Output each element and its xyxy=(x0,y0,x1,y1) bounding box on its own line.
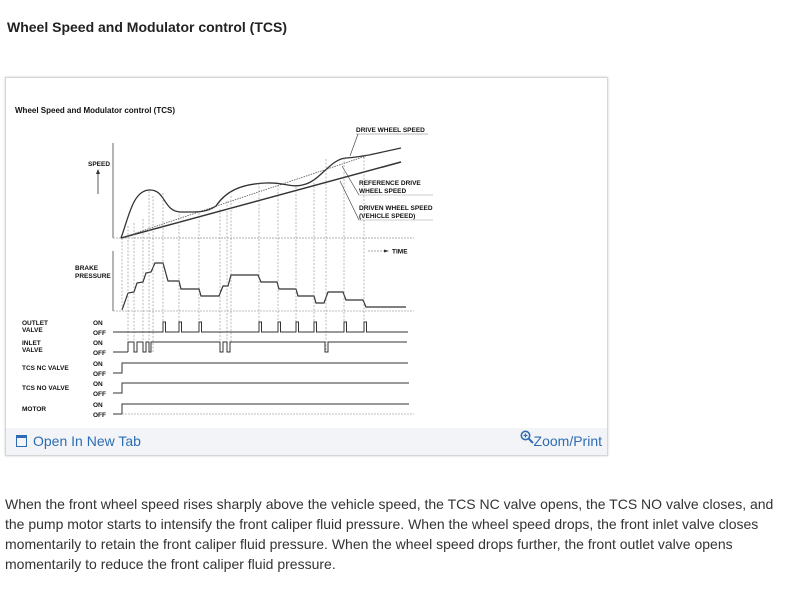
reference-drive-wheel-speed-line xyxy=(120,155,367,239)
diagram-title: Wheel Speed and Modulator control (TCS) xyxy=(15,106,175,115)
zoom-print-link[interactable]: Zoom/Print xyxy=(520,430,602,449)
diagram-figure: Wheel Speed and Modulator control (TCS) … xyxy=(5,77,608,456)
inlet-valve-signal xyxy=(127,341,407,353)
row-label: VALVE xyxy=(22,327,43,334)
time-markers xyxy=(121,157,365,352)
row-label: TCS NC VALVE xyxy=(22,365,69,372)
leader-line xyxy=(349,133,359,157)
row-label: VALVE xyxy=(22,347,43,354)
motor-signal xyxy=(113,403,409,415)
open-in-new-tab-icon xyxy=(16,435,27,447)
leader-line xyxy=(339,180,360,221)
speed-axis-label: SPEED xyxy=(88,161,110,168)
on-label: ON xyxy=(93,402,103,409)
driven-label-2: (VEHICLE SPEED) xyxy=(359,213,415,220)
tcs-timing-diagram: Wheel Speed and Modulator control (TCS) … xyxy=(15,106,433,419)
leader-line xyxy=(341,165,360,196)
driven-label-1: DRIVEN WHEEL SPEED xyxy=(359,205,433,212)
on-label: ON xyxy=(93,340,103,347)
on-label: ON xyxy=(93,361,103,368)
row-label: TCS NO VALVE xyxy=(22,385,70,392)
driven-wheel-speed-line xyxy=(120,161,402,239)
time-label: TIME xyxy=(392,249,408,256)
open-in-new-tab-label: Open In New Tab xyxy=(33,433,141,449)
speed-arrow-head xyxy=(96,169,100,174)
on-label: ON xyxy=(93,320,103,327)
tcs-nc-valve-signal xyxy=(113,362,408,374)
reference-label-2: WHEEL SPEED xyxy=(359,188,407,195)
page-heading: Wheel Speed and Modulator control (TCS) xyxy=(7,19,287,35)
off-label: OFF xyxy=(93,371,106,378)
row-label: MOTOR xyxy=(22,406,46,413)
zoom-print-label: Zoom/Print xyxy=(533,433,602,449)
brake-label-2: PRESSURE xyxy=(75,273,111,280)
reference-label-1: REFERENCE DRIVE xyxy=(359,180,421,187)
drive-wheel-speed-label: DRIVE WHEEL SPEED xyxy=(356,127,425,134)
open-in-new-tab-link[interactable]: Open In New Tab xyxy=(16,433,141,449)
brake-label-1: BRAKE xyxy=(75,265,99,272)
row-label: OUTLET xyxy=(22,320,48,327)
drive-wheel-speed-curve xyxy=(120,147,402,239)
on-label: ON xyxy=(93,381,103,388)
off-label: OFF xyxy=(93,391,106,398)
brake-pressure-curve xyxy=(121,262,406,311)
off-label: OFF xyxy=(93,412,106,419)
off-label: OFF xyxy=(93,330,106,337)
magnifier-plus-icon xyxy=(520,430,534,444)
tcs-no-valve-signal xyxy=(113,382,409,394)
description-paragraph: When the front wheel speed rises sharply… xyxy=(5,496,774,572)
figure-footer: Open In New Tab Zoom/Print xyxy=(6,428,607,455)
off-label: OFF xyxy=(93,350,106,357)
row-label: INLET xyxy=(22,340,41,347)
outlet-valve-signal xyxy=(113,321,408,333)
